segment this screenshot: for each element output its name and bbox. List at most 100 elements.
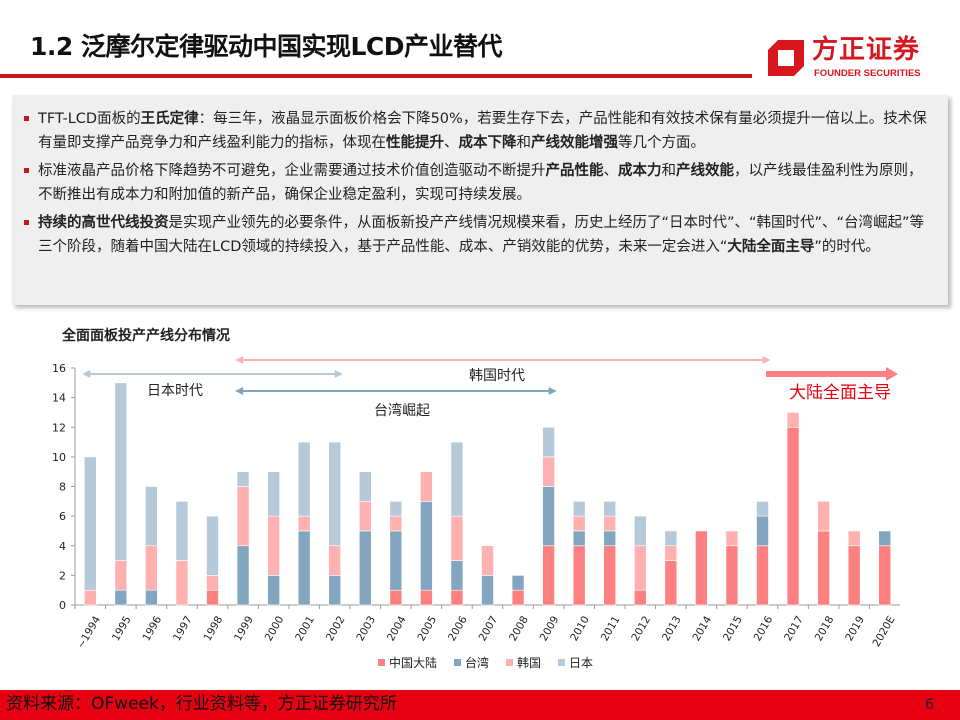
x-tick-label: 2008 — [507, 614, 531, 643]
bar-segment — [420, 589, 433, 606]
bar-segment — [328, 545, 342, 576]
bar-segment — [267, 575, 280, 606]
bullet-paragraph: TFT-LCD面板的王氏定律：每三年，液晶显示面板价格会下降50%，若要生存下去… — [24, 107, 936, 155]
x-tick-label: 2003 — [354, 614, 378, 643]
bar-segment — [114, 560, 128, 591]
emphasis-text: 成本力 — [618, 163, 662, 179]
bar-segment — [450, 589, 464, 606]
x-tick-label: 1997 — [171, 614, 195, 643]
text-run: 、 — [444, 135, 459, 151]
summary-box: TFT-LCD面板的王氏定律：每三年，液晶显示面板价格会下降50%，若要生存下去… — [12, 95, 948, 305]
bar-segment — [511, 589, 525, 606]
bar-segment — [786, 412, 800, 428]
bar-segment — [328, 575, 342, 606]
y-tick-label: 2 — [59, 569, 66, 582]
y-tick-label: 14 — [52, 392, 66, 405]
bullet-paragraph: 标准液晶产品价格下降趋势不可避免，企业需要通过技术价值创造驱动不断提升产品性能、… — [24, 159, 936, 207]
bar-segment — [664, 560, 678, 606]
x-tick-label: 2012 — [629, 614, 653, 643]
annotation-label: 日本时代 — [147, 383, 203, 399]
legend-label: 韩国 — [517, 655, 541, 670]
x-tick-label: 1995 — [110, 614, 134, 643]
bar-segment — [878, 545, 892, 606]
page-number: 6 — [925, 697, 934, 713]
stacked-bar-chart: 0 2 4 6 8 10 12 14 16 ~1994 1995 1996 1997 1998 1999 20… — [52, 356, 900, 670]
y-tick-label: 6 — [59, 510, 66, 523]
bar-segment — [206, 575, 219, 591]
chart-title: 全面面板投产产线分布情况 — [62, 328, 230, 344]
bar-segment — [603, 530, 617, 547]
annotation-label: 韩国时代 — [469, 368, 525, 384]
bar-segment — [114, 589, 128, 606]
arrow-head-icon — [886, 367, 898, 381]
x-tick-label: 2006 — [446, 614, 470, 643]
legend-swatch — [454, 659, 461, 666]
x-tick-label: 2017 — [782, 614, 806, 643]
bar-segment — [83, 589, 97, 606]
bar-segment — [603, 515, 617, 532]
text-run: ”的时代。 — [814, 239, 880, 255]
x-tick-label: 2004 — [385, 614, 409, 643]
emphasis-text: 产线效能增强 — [531, 135, 618, 151]
bar-segment — [145, 545, 158, 591]
bar-segment — [695, 530, 708, 606]
bar-segment — [389, 530, 403, 591]
bar-segment — [481, 545, 494, 576]
legend-label: 台湾 — [465, 655, 489, 670]
bar-segment — [756, 545, 769, 606]
x-tick-label: 2007 — [477, 614, 501, 643]
bar-segment — [358, 501, 372, 532]
bar-segment — [114, 382, 128, 561]
bar-segment — [542, 486, 555, 547]
x-tick-label: 2009 — [538, 614, 562, 643]
footer-bar: 资料来源：OFweek，行业资料等，方正证券研究所 6 — [0, 690, 960, 720]
logo-text-cn: 方正证券 — [812, 35, 921, 65]
bar-segment — [206, 515, 219, 576]
logo-mark-icon — [768, 40, 804, 76]
text-run: 等几个方面。 — [618, 135, 705, 151]
bar-segment — [236, 545, 250, 606]
emphasis-text: 产线效能 — [676, 163, 734, 179]
bar-segment — [236, 486, 250, 547]
text-run: ，以产线最佳盈利性为原则，不断推出有成本力和附加值的新产品，确保企业稳定盈利，实… — [38, 163, 923, 203]
text-run: 标准液晶产品价格下降趋势不可避免，企业需要通过技术价值创造驱动不断提升 — [38, 163, 546, 179]
emphasis-text: 性能提升 — [386, 135, 444, 151]
bar-segment — [420, 471, 433, 502]
x-tick-label: 2016 — [752, 614, 776, 643]
text-run: 和 — [661, 163, 677, 179]
legend-label: 中国大陆 — [389, 655, 437, 670]
bar-segment — [572, 501, 586, 517]
arrow-head-icon — [235, 387, 244, 395]
x-tick-label: 2005 — [415, 614, 439, 643]
arrow-head-icon — [82, 370, 91, 378]
x-tick-label: 1999 — [232, 614, 256, 643]
text-run: 、 — [603, 163, 619, 179]
bar-segment — [145, 589, 158, 606]
text-run: 和 — [516, 135, 532, 151]
bar-segment — [572, 515, 586, 532]
text-run: TFT-LCD面板的 — [38, 111, 141, 127]
bar-segment — [542, 426, 555, 458]
bar-segment — [847, 545, 861, 606]
annotation-label: 大陆全面主导 — [789, 383, 891, 403]
bar-segment — [786, 426, 800, 606]
title-underline — [0, 74, 752, 78]
emphasis-text: 大陆全面主导 — [727, 239, 815, 255]
bar-segment — [725, 545, 739, 606]
y-tick-label: 16 — [52, 362, 66, 375]
bar-segment — [817, 530, 830, 606]
bar-segment — [450, 515, 464, 561]
x-tick-label: 2010 — [568, 614, 592, 643]
arrow-head-icon — [334, 370, 343, 378]
x-tick-label: 2001 — [293, 614, 317, 643]
y-tick-label: 12 — [52, 421, 66, 434]
bar-segment — [175, 501, 189, 561]
bar-segment — [633, 545, 647, 591]
bar-segment — [389, 515, 403, 532]
x-tick-label: 2018 — [813, 614, 837, 643]
text-run: 是实现产业领先的必要条件，从面板新投产产线情况规模来看，历史上经历了“日本时代”… — [38, 215, 925, 255]
bar-segment — [206, 589, 219, 606]
bar-segment — [725, 530, 739, 547]
legend-swatch — [378, 659, 385, 666]
x-tick-label: 1996 — [140, 614, 164, 643]
